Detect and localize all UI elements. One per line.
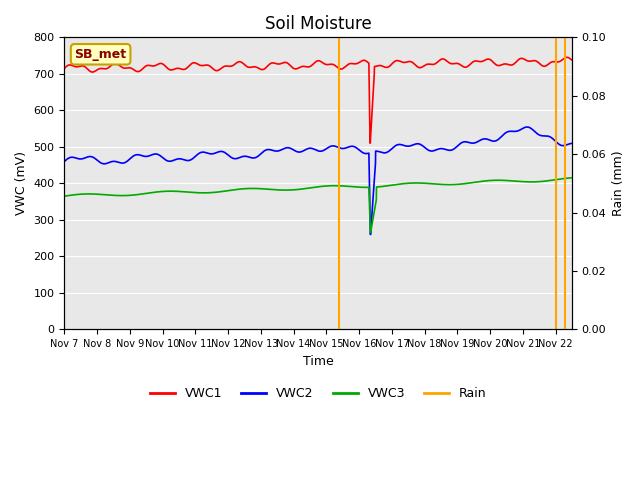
Y-axis label: Rain (mm): Rain (mm) xyxy=(612,151,625,216)
Legend: VWC1, VWC2, VWC3, Rain: VWC1, VWC2, VWC3, Rain xyxy=(145,382,492,405)
Text: SB_met: SB_met xyxy=(74,48,127,61)
Y-axis label: VWC (mV): VWC (mV) xyxy=(15,151,28,216)
Title: Soil Moisture: Soil Moisture xyxy=(265,15,372,33)
X-axis label: Time: Time xyxy=(303,355,333,368)
